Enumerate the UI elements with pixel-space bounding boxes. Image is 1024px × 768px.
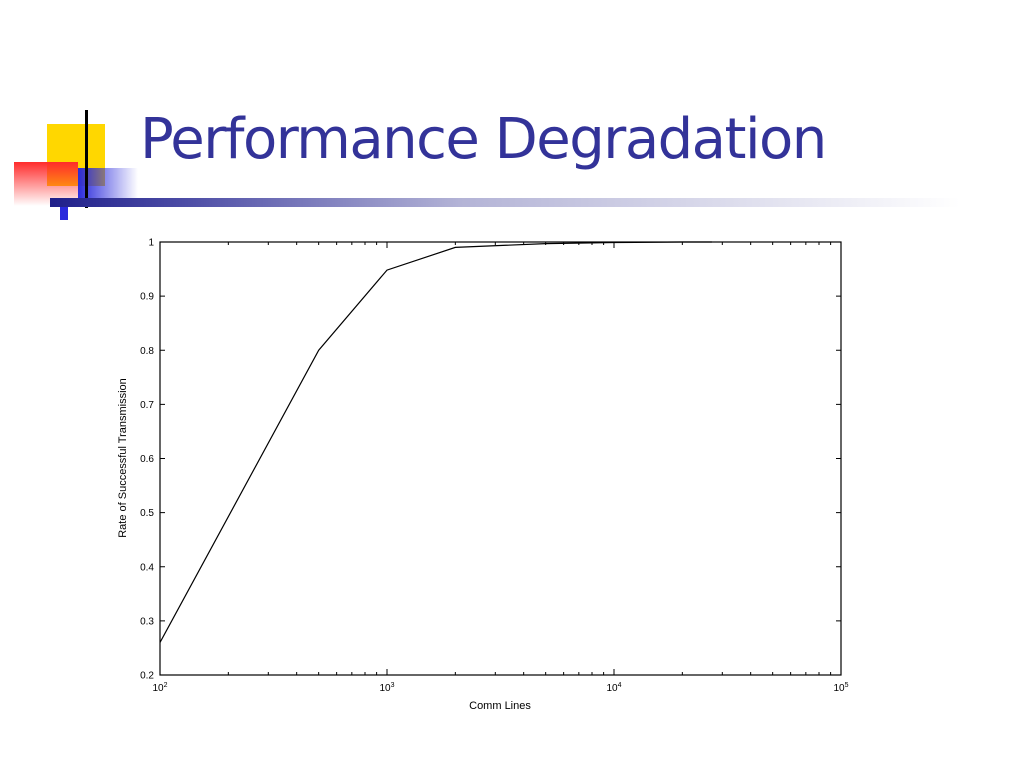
series-line [159, 241, 712, 643]
y-tick-label: 0.6 [140, 454, 154, 465]
y-axis-label: Rate of Successful Transmission [117, 378, 129, 538]
logo-blue-square [78, 168, 138, 198]
y-tick-label: 0.9 [140, 292, 154, 303]
y-tick-label: 0.8 [140, 346, 154, 357]
slide-title: Performance Degradation [140, 107, 827, 172]
logo-small-blue-mark [60, 206, 68, 220]
series-group [159, 241, 712, 643]
y-tick-labels: 0.2 0.3 0.4 0.5 0.6 0.7 0.8 0.9 1 [140, 238, 154, 682]
x-tick-label: 103 [379, 682, 394, 694]
x-tick-label: 104 [606, 682, 621, 694]
y-tick-label: 0.7 [140, 400, 154, 411]
title-underline [50, 198, 960, 207]
y-tick-label: 0.2 [140, 671, 154, 682]
x-tick-label: 105 [833, 682, 848, 694]
tick-marks [159, 241, 841, 676]
y-tick-label: 1 [148, 238, 154, 249]
logo-vertical-line [85, 110, 88, 208]
y-tick-label: 0.3 [140, 616, 154, 627]
x-tick-labels: 102 103 104 105 [152, 682, 848, 694]
x-axis-label: Comm Lines [469, 700, 531, 712]
plot-frame [159, 241, 842, 676]
y-tick-label: 0.4 [140, 562, 154, 573]
x-tick-label: 102 [152, 682, 167, 694]
y-tick-label: 0.5 [140, 508, 154, 519]
